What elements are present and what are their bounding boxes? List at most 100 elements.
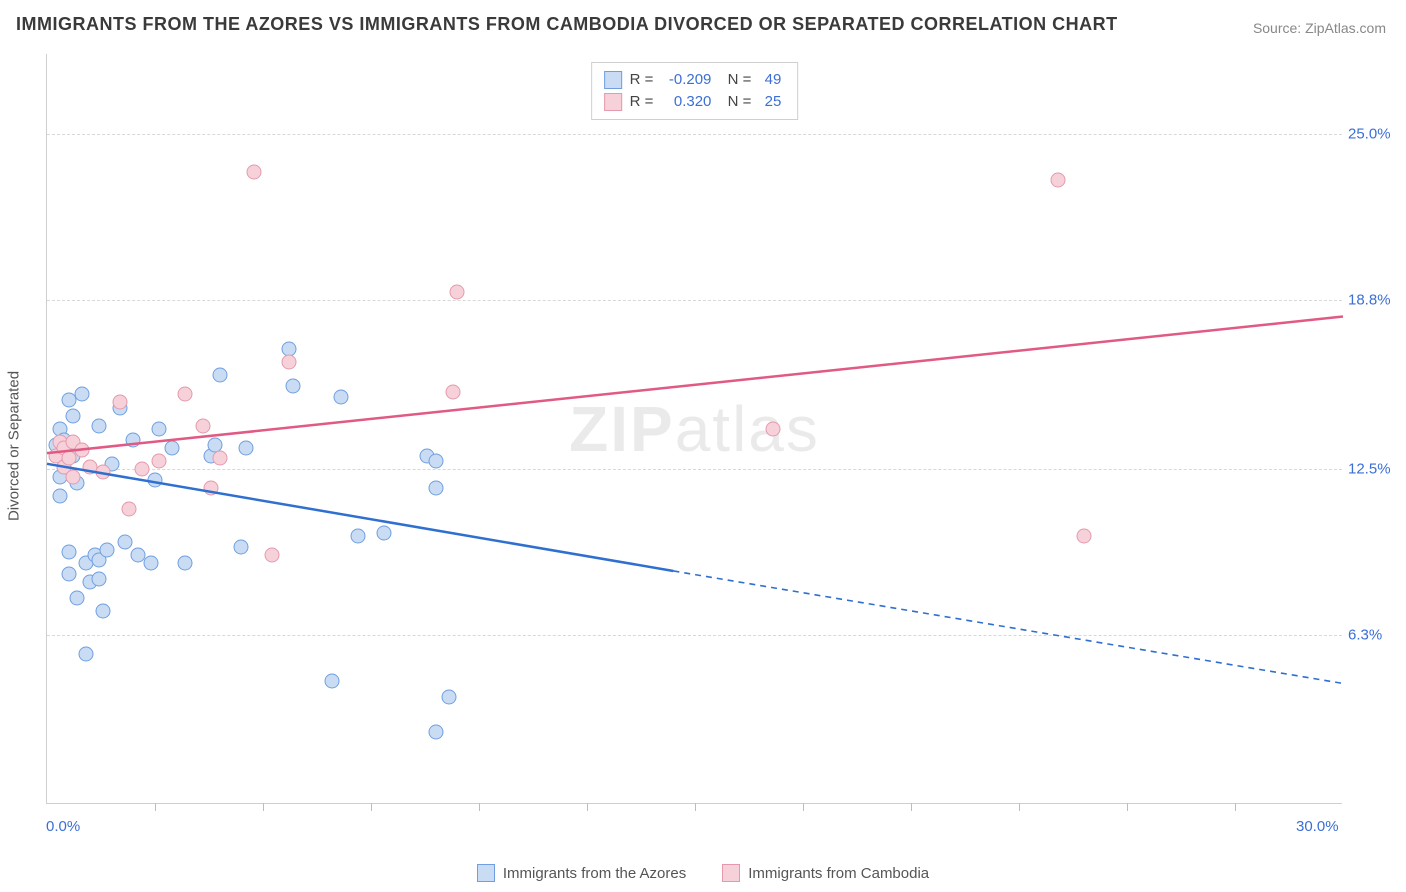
- scatter-point-cambodia: [212, 451, 227, 466]
- legend-item-azores: Immigrants from the Azores: [477, 864, 686, 882]
- scatter-point-cambodia: [113, 395, 128, 410]
- scatter-point-cambodia: [247, 164, 262, 179]
- legend-r-value-cambodia: 0.320: [659, 91, 711, 113]
- legend-stats-azores: R = -0.209 N = 49: [630, 69, 782, 91]
- gridline: [47, 635, 1342, 636]
- x-tick: [1127, 803, 1128, 811]
- x-tick: [803, 803, 804, 811]
- watermark-rest: atlas: [675, 393, 820, 465]
- source-attribution: Source: ZipAtlas.com: [1253, 20, 1386, 36]
- x-tick: [1235, 803, 1236, 811]
- legend-stats-cambodia: R = 0.320 N = 25: [630, 91, 782, 113]
- scatter-point-cambodia: [446, 384, 461, 399]
- scatter-point-azores: [212, 368, 227, 383]
- x-tick: [695, 803, 696, 811]
- scatter-point-azores: [148, 472, 163, 487]
- trend-line-cambodia: [47, 317, 1343, 454]
- gridline: [47, 469, 1342, 470]
- y-axis-label: Divorced or Separated: [6, 371, 23, 521]
- scatter-point-azores: [143, 555, 158, 570]
- trend-lines: [47, 54, 1343, 804]
- legend-n-label: N =: [728, 69, 752, 91]
- scatter-point-azores: [91, 572, 106, 587]
- x-tick: [1019, 803, 1020, 811]
- legend-stats: R = -0.209 N = 49 R = 0.320 N = 25: [591, 62, 799, 120]
- scatter-point-cambodia: [1076, 529, 1091, 544]
- scatter-point-cambodia: [264, 547, 279, 562]
- y-tick-label: 12.5%: [1348, 461, 1402, 478]
- scatter-point-azores: [61, 566, 76, 581]
- scatter-point-azores: [286, 379, 301, 394]
- x-tick: [263, 803, 264, 811]
- scatter-point-azores: [96, 604, 111, 619]
- x-tick: [371, 803, 372, 811]
- scatter-point-azores: [165, 440, 180, 455]
- scatter-point-cambodia: [281, 355, 296, 370]
- y-tick-label: 6.3%: [1348, 627, 1402, 644]
- scatter-point-azores: [52, 488, 67, 503]
- scatter-point-cambodia: [765, 422, 780, 437]
- watermark: ZIPatlas: [569, 392, 820, 466]
- scatter-point-cambodia: [135, 462, 150, 477]
- scatter-point-azores: [70, 590, 85, 605]
- legend-r-label: R =: [630, 69, 654, 91]
- legend-label-azores: Immigrants from the Azores: [503, 865, 686, 882]
- scatter-point-azores: [441, 689, 456, 704]
- watermark-bold: ZIP: [569, 393, 675, 465]
- legend-swatch-cambodia: [722, 864, 740, 882]
- scatter-point-azores: [428, 454, 443, 469]
- legend-label-cambodia: Immigrants from Cambodia: [748, 865, 929, 882]
- scatter-point-cambodia: [122, 502, 137, 517]
- scatter-point-azores: [117, 534, 132, 549]
- scatter-point-azores: [65, 408, 80, 423]
- scatter-point-azores: [333, 389, 348, 404]
- scatter-point-azores: [74, 387, 89, 402]
- scatter-point-azores: [238, 440, 253, 455]
- scatter-point-azores: [351, 529, 366, 544]
- scatter-point-azores: [234, 539, 249, 554]
- scatter-point-cambodia: [195, 419, 210, 434]
- legend-swatch-azores: [477, 864, 495, 882]
- scatter-point-cambodia: [204, 480, 219, 495]
- scatter-point-cambodia: [1050, 172, 1065, 187]
- scatter-point-azores: [376, 526, 391, 541]
- y-tick-label: 25.0%: [1348, 126, 1402, 143]
- y-tick-label: 18.8%: [1348, 292, 1402, 309]
- scatter-point-azores: [78, 647, 93, 662]
- x-tick: [155, 803, 156, 811]
- scatter-point-cambodia: [178, 387, 193, 402]
- scatter-point-azores: [428, 724, 443, 739]
- trend-line-azores-dashed: [673, 571, 1343, 684]
- scatter-point-cambodia: [65, 470, 80, 485]
- legend-stats-row: R = 0.320 N = 25: [604, 91, 782, 113]
- scatter-point-azores: [325, 673, 340, 688]
- scatter-point-azores: [178, 555, 193, 570]
- legend-item-cambodia: Immigrants from Cambodia: [722, 864, 929, 882]
- x-tick: [587, 803, 588, 811]
- chart-container: IMMIGRANTS FROM THE AZORES VS IMMIGRANTS…: [0, 0, 1406, 892]
- scatter-point-azores: [126, 432, 141, 447]
- x-axis-min-label: 0.0%: [46, 818, 80, 835]
- gridline: [47, 300, 1342, 301]
- legend-n-label: N =: [728, 91, 752, 113]
- scatter-point-azores: [100, 542, 115, 557]
- scatter-point-azores: [152, 422, 167, 437]
- scatter-point-cambodia: [96, 464, 111, 479]
- legend-series: Immigrants from the Azores Immigrants fr…: [0, 864, 1406, 882]
- gridline: [47, 134, 1342, 135]
- scatter-point-azores: [428, 480, 443, 495]
- legend-r-value-azores: -0.209: [659, 69, 711, 91]
- legend-swatch-azores: [604, 71, 622, 89]
- scatter-point-cambodia: [450, 285, 465, 300]
- scatter-point-cambodia: [74, 443, 89, 458]
- x-tick: [911, 803, 912, 811]
- scatter-point-azores: [91, 419, 106, 434]
- scatter-point-azores: [61, 545, 76, 560]
- legend-swatch-cambodia: [604, 93, 622, 111]
- x-axis-max-label: 30.0%: [1296, 818, 1339, 835]
- plot-area: ZIPatlas R = -0.209 N = 49 R = 0.320: [46, 54, 1342, 804]
- legend-n-value-cambodia: 25: [757, 91, 781, 113]
- legend-stats-row: R = -0.209 N = 49: [604, 69, 782, 91]
- legend-r-label: R =: [630, 91, 654, 113]
- scatter-point-cambodia: [152, 454, 167, 469]
